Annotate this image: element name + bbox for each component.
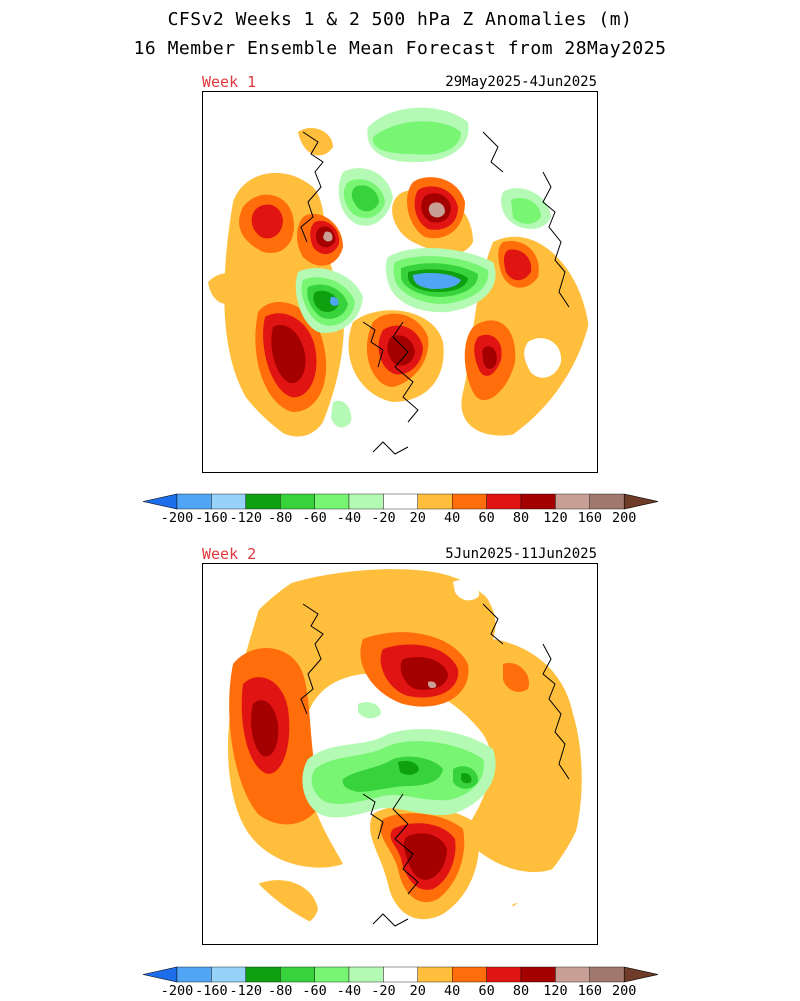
week1-colorbar-ticks: -200 -160 -120 -80 -60 -40 -20 20 40 60 80 120 160 20…: [0, 510, 800, 528]
colorbar-swatch: [555, 493, 590, 510]
colorbar-tick-label: -20: [371, 510, 396, 526]
colorbar-tick-label: 80: [512, 983, 530, 999]
colorbar-swatch: [555, 966, 590, 983]
week1-coastlines: [300, 131, 570, 455]
panel1-date-range: 29May2025-4Jun2025: [445, 74, 597, 90]
colorbar-tick-label: -20: [371, 983, 396, 999]
colorbar-tick-label: 120: [543, 510, 568, 526]
colorbar-tick-label: 160: [577, 510, 602, 526]
colorbar-swatch: [417, 493, 453, 510]
colorbar-swatch: [520, 493, 556, 510]
colorbar-tick-label: -160: [195, 983, 228, 999]
colorbar-tick-label: 20: [409, 983, 426, 999]
colorbar-swatch: [176, 493, 212, 510]
week2-anomaly-contours: [228, 569, 582, 943]
week2-colorbar: [142, 966, 659, 983]
colorbar-swatch: [348, 966, 384, 983]
colorbar-tick-label: 120: [543, 983, 568, 999]
colorbar-tick-label: 60: [478, 510, 495, 526]
colorbar-tick-label: -40: [336, 983, 362, 999]
week2-coastlines: [300, 603, 570, 927]
week2-anomaly-map: [202, 563, 598, 945]
week1-anomaly-contours: [208, 107, 589, 471]
colorbar-swatch: [245, 966, 281, 983]
panel2-week-label: Week 2: [202, 545, 257, 563]
colorbar-swatch: [417, 966, 453, 983]
week1-colorbar-swatches: [142, 493, 659, 510]
colorbar-swatch: [520, 966, 556, 983]
colorbar-tick-label: -80: [267, 510, 293, 526]
title-line-2: 16 Member Ensemble Mean Forecast from 28…: [133, 38, 667, 59]
colorbar-swatch: [589, 966, 625, 983]
colorbar-left-arrow: [142, 493, 178, 510]
colorbar-swatch: [176, 966, 212, 983]
colorbar-swatch: [589, 493, 625, 510]
panel2-date-range: 5Jun2025-11Jun2025: [445, 546, 597, 562]
colorbar-swatch: [279, 493, 315, 510]
colorbar-tick-label: -120: [229, 510, 263, 526]
colorbar-swatch: [452, 966, 487, 983]
colorbar-tick-label: -160: [195, 510, 228, 526]
colorbar-left-arrow: [142, 966, 178, 983]
colorbar-tick-label: 40: [444, 983, 461, 999]
colorbar-tick-label: 60: [478, 983, 495, 999]
title-line-1: CFSv2 Weeks 1 & 2 500 hPa Z Anomalies (m…: [167, 9, 633, 30]
colorbar-swatch: [486, 493, 522, 510]
colorbar-tick-label: 80: [512, 510, 530, 526]
colorbar-swatch: [245, 493, 281, 510]
colorbar-swatch: [211, 493, 247, 510]
colorbar-tick-label: -120: [229, 983, 263, 999]
colorbar-right-arrow: [623, 493, 659, 510]
colorbar-swatch: [314, 493, 350, 510]
colorbar-swatch: [279, 966, 315, 983]
colorbar-tick-label: 160: [577, 983, 602, 999]
colorbar-swatch: [383, 966, 418, 983]
week1-colorbar: [142, 493, 659, 510]
colorbar-tick-label: -200: [160, 510, 194, 526]
colorbar-tick-label: 200: [611, 983, 637, 999]
colorbar-tick-label: -60: [302, 510, 327, 526]
colorbar-tick-label: -40: [336, 510, 362, 526]
colorbar-swatch: [486, 966, 522, 983]
colorbar-tick-label: -200: [160, 983, 194, 999]
colorbar-right-arrow: [623, 966, 659, 983]
colorbar-swatch: [348, 493, 384, 510]
week2-colorbar-swatches: [142, 966, 659, 983]
colorbar-swatch: [314, 966, 350, 983]
colorbar-tick-label: 40: [444, 510, 461, 526]
colorbar-swatch: [452, 493, 487, 510]
colorbar-swatch: [211, 966, 247, 983]
week2-colorbar-ticks: -200 -160 -120 -80 -60 -40 -20 20 40 60 80 120 160 20…: [0, 983, 800, 1001]
week1-anomaly-map: [202, 91, 598, 473]
colorbar-swatch: [383, 493, 418, 510]
panel1-week-label: Week 1: [202, 73, 257, 91]
colorbar-tick-label: 200: [611, 510, 637, 526]
colorbar-tick-label: -60: [302, 983, 327, 999]
colorbar-tick-label: -80: [267, 983, 293, 999]
colorbar-tick-label: 20: [409, 510, 426, 526]
